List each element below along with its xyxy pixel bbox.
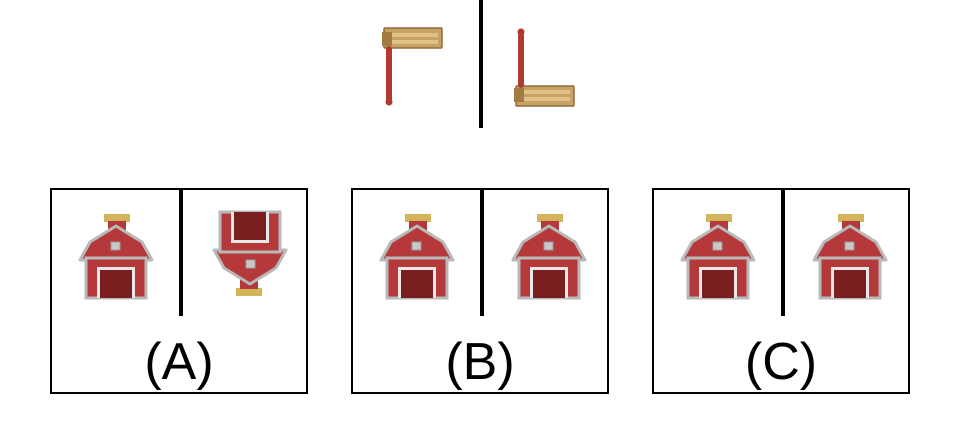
option-label: (A) bbox=[144, 333, 214, 391]
option-divider bbox=[781, 190, 785, 316]
barn-icon bbox=[810, 212, 890, 302]
option-b[interactable]: (B) bbox=[351, 188, 609, 394]
barn-icon bbox=[76, 212, 156, 302]
option-divider bbox=[480, 190, 484, 316]
option-a[interactable]: (A) bbox=[50, 188, 308, 394]
option-label: (C) bbox=[744, 333, 818, 391]
option-label: (B) bbox=[445, 333, 515, 391]
ratchet-icon bbox=[378, 22, 468, 112]
question-row bbox=[370, 0, 590, 130]
barn-icon bbox=[678, 212, 758, 302]
option-c[interactable]: (C) bbox=[652, 188, 910, 394]
ratchet-rotated-icon bbox=[510, 22, 600, 112]
question-divider bbox=[479, 0, 483, 128]
barn-icon bbox=[509, 212, 589, 302]
option-divider bbox=[179, 190, 183, 316]
barn-icon bbox=[377, 212, 457, 302]
barn-rotated-icon bbox=[210, 208, 290, 298]
